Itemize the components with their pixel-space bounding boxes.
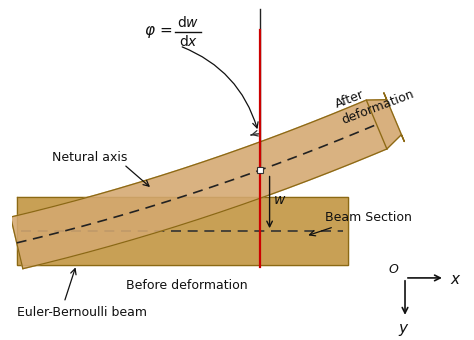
Text: Beam Section: Beam Section [325, 211, 411, 224]
Text: $x$: $x$ [449, 273, 461, 287]
Text: Netural axis: Netural axis [52, 151, 127, 164]
Text: $\varphi\,=$: $\varphi\,=$ [145, 24, 173, 40]
Bar [257, 167, 263, 173]
Text: Euler-Bernoulli beam: Euler-Bernoulli beam [17, 306, 147, 319]
Polygon shape [366, 93, 404, 149]
Text: Before deformation: Before deformation [127, 279, 248, 292]
Polygon shape [10, 100, 387, 269]
Text: $\mathrm{d}x$: $\mathrm{d}x$ [179, 34, 198, 49]
Text: After
deformation: After deformation [333, 72, 416, 127]
Text: $O$: $O$ [388, 263, 399, 276]
Text: $w$: $w$ [273, 193, 287, 207]
Text: $\mathrm{d}w$: $\mathrm{d}w$ [177, 15, 199, 30]
Text: $y$: $y$ [398, 322, 410, 338]
Polygon shape [17, 198, 348, 265]
